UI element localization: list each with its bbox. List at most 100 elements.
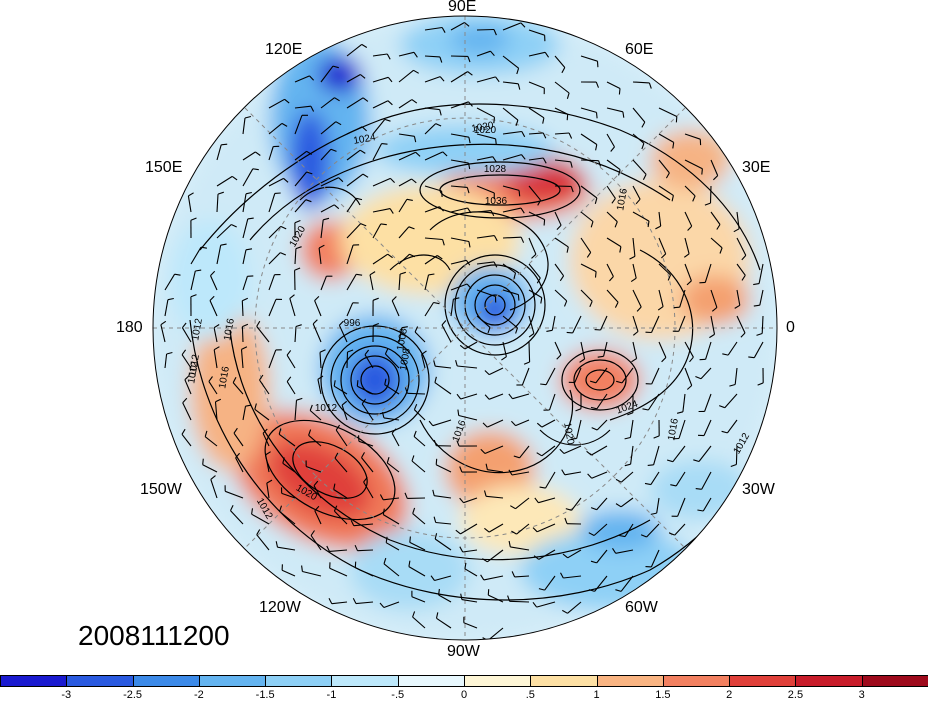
wind-barb xyxy=(409,541,426,551)
wind-barb xyxy=(164,353,168,369)
wind-barb xyxy=(677,497,686,517)
wind-barb xyxy=(460,523,478,535)
wind-barb xyxy=(294,150,307,161)
wind-barb-flag xyxy=(430,575,435,581)
wind-barb-flag xyxy=(275,541,279,548)
wind-barb-flag xyxy=(753,283,760,286)
wind-barb xyxy=(710,289,718,308)
wind-barb xyxy=(294,115,303,135)
wind-barb xyxy=(181,433,192,447)
wind-barb-flag xyxy=(235,452,241,459)
wind-barb xyxy=(372,53,388,57)
contour-label: 1008 xyxy=(395,327,410,351)
wind-barb-flag xyxy=(542,117,545,124)
wind-barb-flag xyxy=(493,235,498,242)
wind-barb-flag xyxy=(484,527,490,533)
wind-barb-flag xyxy=(435,612,439,619)
wind-barb-flag xyxy=(686,385,693,390)
wind-barb xyxy=(594,575,608,592)
map-boundary xyxy=(152,15,778,641)
wind-barb-flag xyxy=(597,355,604,358)
wind-barb-flag xyxy=(441,320,447,326)
wind-barb-flag xyxy=(616,380,623,384)
wind-barb-flag xyxy=(210,475,216,480)
wind-barb xyxy=(320,97,335,109)
wind-barb xyxy=(710,211,721,225)
wind-barb-flag xyxy=(220,243,227,246)
wind-barb xyxy=(424,255,438,265)
wind-barb xyxy=(736,263,746,276)
wind-barb xyxy=(484,445,504,455)
wind-barb xyxy=(606,237,622,248)
wind-barb xyxy=(398,327,403,343)
wind-barb-flag xyxy=(441,190,443,198)
wind-barb xyxy=(632,107,646,123)
wind-barb-flag xyxy=(305,199,312,203)
wind-barb-flag xyxy=(561,469,566,476)
wind-barb xyxy=(286,354,296,369)
wind-barb xyxy=(450,299,454,317)
wind-barb xyxy=(727,341,738,356)
wind-barb xyxy=(632,315,639,332)
contour-label: 1020 xyxy=(561,422,576,446)
wind-barb-flag xyxy=(608,276,614,282)
wind-barb xyxy=(424,274,430,291)
wind-barb-flag xyxy=(182,397,188,404)
wind-barb-flag xyxy=(565,508,572,511)
wind-barb xyxy=(319,352,322,369)
wind-barb xyxy=(476,50,491,57)
wind-barb xyxy=(734,367,738,385)
wind-barb xyxy=(233,432,244,447)
wind-barb xyxy=(488,523,504,533)
wind-barb-flag xyxy=(704,202,711,206)
wind-barb xyxy=(476,289,496,298)
wind-barb-flag xyxy=(382,508,385,515)
wind-barb-flag xyxy=(326,545,330,552)
wind-barb-flag xyxy=(748,356,755,359)
contour-label: 1020 xyxy=(471,120,495,135)
wind-barb xyxy=(476,185,495,194)
wind-barb xyxy=(684,341,694,358)
wind-barb xyxy=(684,133,701,140)
wind-barb xyxy=(450,207,468,213)
wind-barb xyxy=(256,534,270,551)
wind-barb-flag xyxy=(515,327,519,334)
wind-barb xyxy=(357,385,374,395)
wind-barb xyxy=(346,74,361,83)
wind-barb xyxy=(398,69,414,83)
wind-barb-flag xyxy=(312,319,318,325)
wind-barb xyxy=(710,159,719,176)
wind-barb xyxy=(463,497,478,504)
wind-barb-flag xyxy=(618,169,621,176)
wind-barb xyxy=(353,523,374,527)
wind-barb xyxy=(333,489,348,499)
wind-barb xyxy=(268,193,276,213)
wind-barb-flag xyxy=(650,512,657,515)
wind-barb xyxy=(242,406,247,421)
wind-barb xyxy=(355,601,374,605)
wind-barb xyxy=(251,513,270,525)
wind-barb-flag xyxy=(589,301,593,308)
wind-barb-flag xyxy=(318,244,325,249)
wind-barb-flag xyxy=(361,398,367,405)
wind-barb xyxy=(317,379,322,395)
wind-barb-flag xyxy=(640,534,647,538)
wind-barb-flag xyxy=(513,455,520,459)
wind-barb xyxy=(759,289,764,306)
wind-barb xyxy=(650,315,660,333)
wind-barb-flag xyxy=(195,269,202,272)
wind-barb xyxy=(580,55,598,62)
wind-barb-flag xyxy=(568,132,573,139)
wind-barb-flag xyxy=(618,88,621,95)
contour-label: 1020 xyxy=(474,125,497,136)
anomaly-cold-east xyxy=(650,460,750,520)
colorbar-swatch xyxy=(861,675,928,687)
wind-barb-flag xyxy=(693,459,700,463)
wind-barb xyxy=(372,143,383,161)
wind-barb xyxy=(483,575,504,581)
wind-barb xyxy=(656,497,660,514)
wind-barb-flag xyxy=(564,517,568,524)
wind-barb-flag xyxy=(181,322,187,329)
wind-barb xyxy=(398,274,401,291)
wind-barb-flag xyxy=(459,497,464,504)
